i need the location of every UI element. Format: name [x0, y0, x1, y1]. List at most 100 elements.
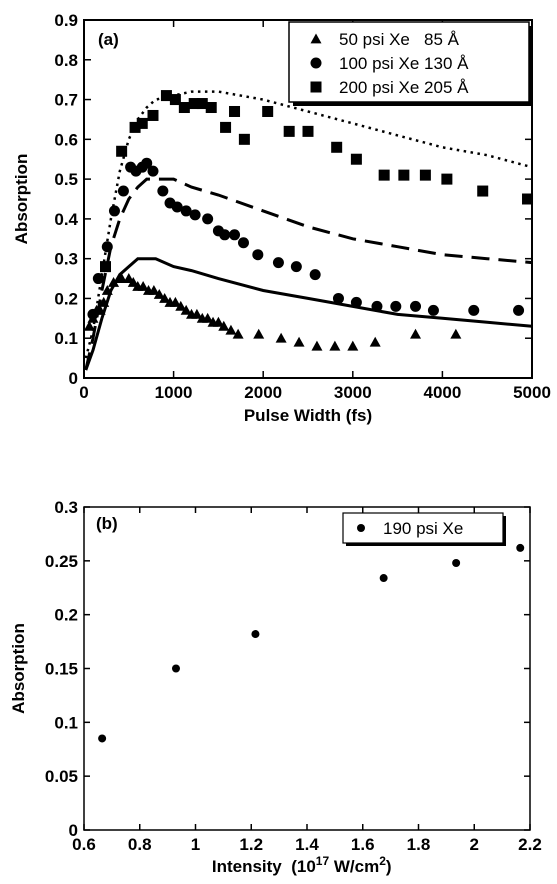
- panel-a-tag: (a): [98, 30, 119, 49]
- data-point-triangle: [180, 304, 192, 315]
- data-point-triangle: [450, 328, 462, 339]
- panel-a-y-tick-label: 0.2: [54, 289, 78, 308]
- panel-a-x-tick-label: 5000: [513, 383, 551, 402]
- panel-b-plot-frame: [83, 506, 531, 831]
- panel-b: 0.6 0.8 1 1.2 1.4 1.6 1.8 2 2.2 0 0.05 0.1 0.15 0.2 0.…: [9, 498, 542, 876]
- panel-b-x-tick-label: 0.6: [72, 835, 96, 854]
- panel-b-y-tick-label: 0.25: [45, 552, 78, 571]
- legend-label: 190 psi Xe: [383, 519, 463, 538]
- data-point-square: [147, 109, 159, 121]
- panel-b-y-axis-label: Absorption: [9, 623, 28, 714]
- panel-a-y-tick-label: 0.4: [54, 210, 78, 229]
- data-point-circle: [468, 304, 480, 316]
- data-point-triangle: [98, 296, 110, 307]
- data-point-square: [220, 121, 232, 133]
- data-point-square: [378, 169, 390, 181]
- data-point-triangle: [137, 281, 149, 291]
- legend-label: 50 psi Xe 85 Å: [339, 30, 460, 49]
- panel-a-y-tick-label: 0.1: [54, 329, 78, 348]
- panel-a-x-tick-label: 4000: [423, 383, 461, 402]
- data-point-circle: [229, 229, 241, 241]
- data-point-triangle: [108, 277, 120, 287]
- panel-b-x-tick-label: 1.2: [239, 835, 263, 854]
- data-point-circle: [202, 213, 214, 225]
- data-point-triangle: [410, 328, 422, 339]
- panel-b-y-tick-label: 0.2: [54, 606, 78, 625]
- panel-b-y-tick-label: 0.05: [45, 767, 78, 786]
- model-line-solid: [84, 257, 533, 371]
- panel-b-x-tick-label: 0.8: [128, 835, 152, 854]
- data-point-circle: [350, 296, 362, 308]
- panel-b-x-tick-label: 1: [191, 835, 200, 854]
- data-point-triangle: [169, 296, 181, 307]
- panel-a-data-points: [83, 90, 534, 351]
- data-point-circle: [108, 205, 120, 217]
- data-point-square: [229, 105, 241, 117]
- data-point-triangle: [253, 328, 265, 339]
- panel-b-x-axis-label: Intensity (1017 W/cm2): [179, 854, 415, 876]
- data-point-triangle: [275, 332, 287, 343]
- panel-b-y-tick-label: 0.15: [45, 660, 78, 679]
- data-point-circle: [92, 273, 104, 285]
- data-point-triangle: [202, 312, 214, 323]
- data-point-triangle: [347, 340, 359, 351]
- data-point-square: [522, 193, 534, 205]
- data-point-square: [205, 102, 217, 114]
- data-point-square: [196, 98, 208, 110]
- data-point-circle: [237, 237, 249, 249]
- data-point-circle: [189, 209, 201, 221]
- data-point-circle: [252, 249, 264, 261]
- data-point-triangle: [83, 320, 95, 331]
- legend-marker-circle: [357, 524, 365, 532]
- data-point-circle: [141, 157, 153, 169]
- data-point-square: [350, 153, 362, 165]
- data-point-circle: [171, 664, 180, 673]
- data-point-circle: [452, 558, 461, 567]
- legend-marker-circle: [310, 57, 322, 69]
- data-point-square: [238, 133, 250, 145]
- panel-b-x-tick-label: 1.4: [295, 835, 319, 854]
- data-point-triangle: [225, 324, 237, 335]
- data-point-square: [178, 102, 190, 114]
- panel-b-x-label-close: ): [386, 857, 392, 876]
- panel-a-y-tick-label: 0.6: [54, 130, 78, 149]
- panel-b-x-tick-label: 2: [470, 835, 479, 854]
- data-point-circle: [290, 261, 302, 273]
- data-point-square: [302, 125, 314, 137]
- data-point-circle: [390, 300, 402, 312]
- panel-a-x-tick-label: 0: [79, 383, 88, 402]
- data-point-square: [419, 169, 431, 181]
- panel-b-tag: (b): [96, 514, 118, 533]
- data-point-square: [262, 105, 274, 117]
- panel-a-x-tick-label: 3000: [334, 383, 372, 402]
- data-point-triangle: [212, 316, 224, 327]
- panel-a-y-tick-label: 0: [69, 369, 78, 388]
- data-point-circle: [157, 185, 169, 197]
- legend-marker-square: [310, 81, 322, 93]
- legend-box: [342, 512, 504, 544]
- panel-a-y-tick-label: 0.9: [54, 11, 78, 30]
- data-point-circle: [427, 304, 439, 316]
- panel-b-data-points: [98, 543, 525, 743]
- data-point-circle: [101, 241, 113, 253]
- data-point-circle: [332, 292, 344, 304]
- panel-a-x-tick-label: 2000: [244, 383, 282, 402]
- data-point-triangle: [232, 328, 244, 339]
- data-point-circle: [309, 269, 321, 281]
- panel-a-x-axis-label: Pulse Width (fs): [244, 406, 372, 425]
- panel-b-y-tick-label: 0.3: [54, 498, 78, 517]
- data-point-square: [331, 141, 343, 153]
- legend-label: 100 psi Xe 130 Å: [339, 54, 469, 73]
- panel-b-x-label-unit-power: 2: [379, 854, 386, 868]
- data-point-circle: [147, 165, 159, 177]
- data-point-triangle: [293, 336, 305, 347]
- data-point-triangle: [175, 300, 187, 311]
- legend-box: [288, 21, 530, 103]
- panel-b-legend: 190 psi Xe: [342, 512, 506, 546]
- panel-b-x-label-unit: W/cm: [329, 857, 379, 876]
- data-point-square: [129, 121, 141, 133]
- data-point-triangle: [218, 320, 230, 331]
- data-point-square: [398, 169, 410, 181]
- data-point-square: [160, 90, 172, 102]
